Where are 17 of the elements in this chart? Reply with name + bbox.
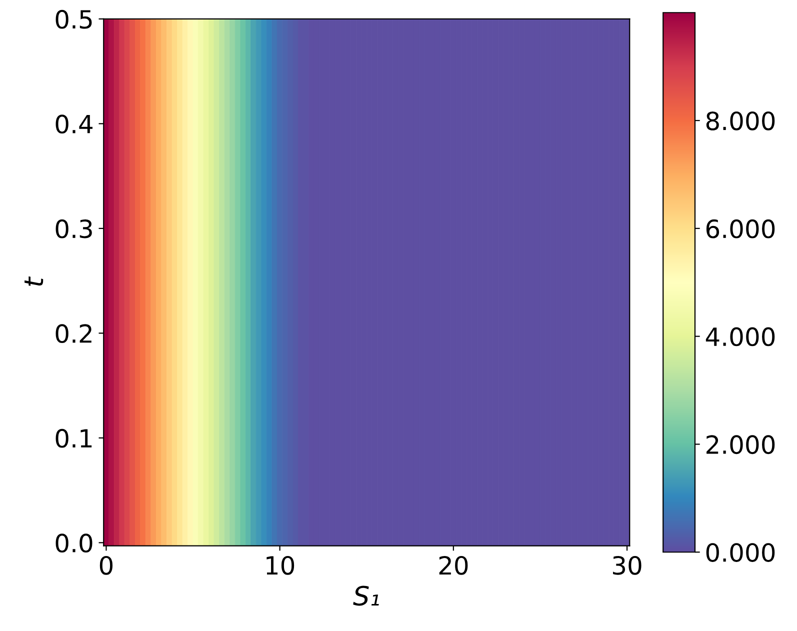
y-tick-label: 0.4 xyxy=(56,114,92,134)
color-bar-label: 0.000 xyxy=(706,543,775,562)
x-tick-label: 20 xyxy=(439,556,468,575)
y-tick-label: 0.3 xyxy=(56,219,92,238)
y-tick-label: 0.1 xyxy=(56,428,92,448)
x-tick-label: 10 xyxy=(266,556,294,575)
x-tick-label: 0 xyxy=(100,556,113,575)
y-tick-label: 0.0 xyxy=(56,534,92,553)
y-tick-label: 0.5 xyxy=(56,10,92,29)
y-axis-title: t xyxy=(24,276,44,286)
x-axis-title: S₁ xyxy=(353,586,379,606)
color-bar-label: 8.000 xyxy=(706,111,775,130)
color-bar-label: 2.000 xyxy=(706,435,775,454)
x-tick-label: 30 xyxy=(613,556,642,575)
y-tick-label: 0.2 xyxy=(56,324,92,344)
color-bar-label: 6.000 xyxy=(706,219,775,238)
color-bar-label: 4.000 xyxy=(706,327,775,346)
